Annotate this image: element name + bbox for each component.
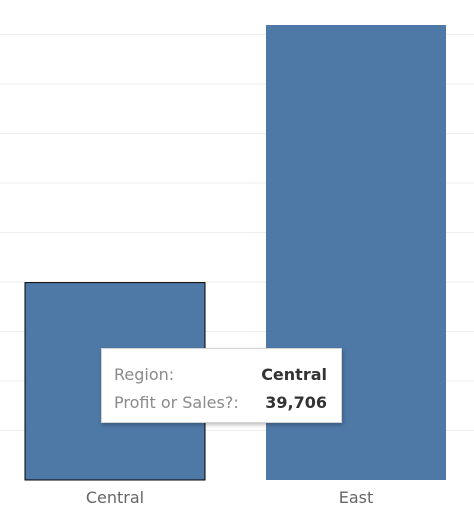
tooltip-measure-key: Profit or Sales?: bbox=[114, 393, 239, 412]
x-axis-labels: Central East bbox=[86, 488, 373, 507]
tooltip-row-measure: Profit or Sales?: 39,706 bbox=[114, 389, 327, 417]
tooltip-measure-value: 39,706 bbox=[265, 393, 327, 412]
tooltip-region-value: Central bbox=[261, 365, 327, 384]
tooltip-region-key: Region: bbox=[114, 365, 175, 384]
tooltip-row-region: Region: Central bbox=[114, 361, 327, 389]
x-tick-label-central: Central bbox=[86, 488, 144, 507]
x-tick-label-east: East bbox=[339, 488, 374, 507]
tooltip: Region: Central Profit or Sales?: 39,706 bbox=[101, 348, 342, 423]
